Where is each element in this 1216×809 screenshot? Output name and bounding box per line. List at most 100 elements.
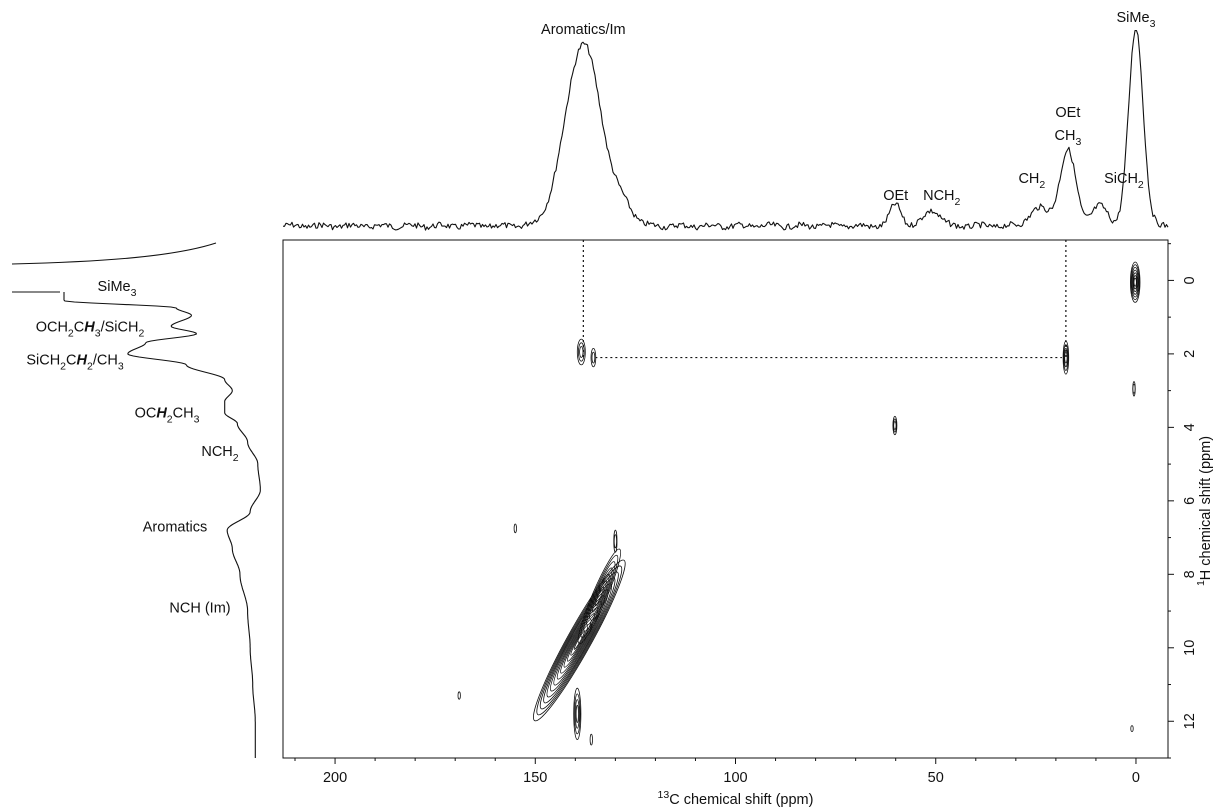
label-oet-ch3-a-part: OEt — [1055, 105, 1080, 121]
contour-level-2 — [893, 421, 897, 430]
contour-level-0 — [892, 415, 898, 436]
proton-projection-trace — [63, 292, 261, 758]
label-sich2-part: 2 — [1138, 179, 1144, 191]
label-oet: OEt — [883, 188, 908, 204]
x-tick-label: 150 — [523, 770, 547, 786]
label-och2ch3-part: 2 — [167, 414, 173, 426]
x-axis-title-sup: 13 — [658, 789, 670, 801]
label-nch-im: NCH (Im) — [169, 600, 230, 616]
cross-peak-5 — [1062, 340, 1070, 375]
x-tick-label: 100 — [723, 770, 747, 786]
contour-level-1 — [536, 565, 623, 716]
contour-level-0 — [576, 338, 586, 366]
y-tick-label: 12 — [1182, 713, 1198, 729]
contour-level-3 — [586, 567, 613, 626]
cross-peak-9 — [513, 523, 517, 534]
contour-level-1 — [613, 534, 618, 549]
label-och2ch3-sich2: OCH2CH3/SiCH2 — [36, 319, 145, 339]
label-och2ch3-sich2-part: C — [74, 319, 84, 335]
contour-level-1 — [1132, 383, 1136, 394]
label-sich2ch2-ch3-part: 2 — [87, 361, 93, 373]
plot-frame — [282, 239, 1169, 759]
label-nch-im-part: NCH (Im) — [169, 600, 230, 616]
contour-level-0 — [533, 559, 626, 722]
label-oet-ch3-b-part: 3 — [1075, 136, 1081, 148]
contour-level-2 — [574, 699, 580, 729]
label-aromatics-im: Aromatics/Im — [541, 22, 626, 38]
y-axis-title-text: H chemical shift (ppm) — [1198, 436, 1214, 580]
contour-level-1 — [1063, 344, 1069, 371]
label-ch2-part: 2 — [1039, 179, 1045, 191]
contour-level-5 — [591, 580, 607, 613]
contour-level-0 — [577, 548, 622, 645]
contour-level-4 — [589, 573, 610, 619]
label-aromatics-part: Aromatics — [143, 520, 207, 536]
label-nch2-left-part: NCH — [201, 444, 232, 460]
label-ch2: CH2 — [1018, 171, 1045, 191]
label-sich2ch2-ch3: SiCH2CH2/CH3 — [26, 353, 123, 373]
label-och2ch3-part: CH — [173, 406, 194, 422]
contour-level-2 — [539, 571, 619, 710]
contour-level-11 — [570, 625, 589, 656]
label-oet-ch3-a: OEt — [1055, 105, 1080, 121]
contour-level-1 — [1130, 264, 1140, 301]
cross-peak-0 — [533, 559, 626, 722]
label-sime3-top-part: 3 — [1150, 18, 1156, 30]
contour-level-0 — [573, 687, 582, 741]
y-tick-label: 4 — [1182, 423, 1198, 431]
label-sich2ch2-ch3-part: 2 — [60, 361, 66, 373]
cross-peak-11 — [457, 691, 461, 700]
label-och2ch3-sich2-part: /SiCH — [101, 319, 139, 335]
y-axis: 0 2 4 6 8 10 12 1H chemical shift (ppm) — [1168, 243, 1214, 759]
label-ch2-part: CH — [1018, 171, 1039, 187]
carbon-projection-trace — [282, 30, 1169, 231]
label-nch2-left-part: 2 — [233, 452, 239, 464]
contour-level-0 — [513, 523, 517, 534]
label-oet-ch3-b-part: CH — [1054, 128, 1075, 144]
label-nch2-part: NCH — [923, 188, 954, 204]
contour-level-0 — [1130, 725, 1134, 732]
contour-level-4 — [1132, 272, 1138, 293]
label-sich2-part: SiCH — [1104, 171, 1138, 187]
cross-peak-4 — [590, 347, 597, 368]
contour-peaks — [457, 261, 1141, 746]
label-sich2ch2-ch3-part: SiCH — [26, 353, 60, 369]
label-sime3-left-part: 3 — [131, 287, 137, 299]
label-nch2-part: 2 — [955, 196, 961, 208]
contour-level-3 — [1131, 269, 1139, 295]
x-axis: 200 150 100 50 0 13C chemical shift (ppm) — [294, 758, 1140, 808]
y-tick-label: 0 — [1182, 276, 1198, 284]
label-och2ch3-part: 3 — [194, 414, 200, 426]
proton-projection-spectrum — [11, 242, 261, 758]
y-tick-label: 8 — [1182, 570, 1198, 578]
contour-level-10 — [567, 619, 592, 662]
label-och2ch3-part: OC — [135, 406, 157, 422]
label-nch2: NCH2 — [923, 188, 960, 208]
contour-level-3 — [1064, 351, 1068, 364]
label-sich2ch2-ch3-part: H — [77, 353, 88, 369]
cross-peak-12 — [1130, 725, 1134, 732]
label-och2ch3-part: H — [156, 406, 167, 422]
label-oet-part: OEt — [883, 188, 908, 204]
cross-peak-8 — [1132, 381, 1136, 397]
label-sime3-left: SiMe3 — [98, 279, 137, 299]
cross-peak-7 — [1129, 261, 1141, 303]
label-och2ch3-sich2-part: H — [84, 319, 95, 335]
y-tick-label: 10 — [1182, 640, 1198, 656]
y-tick-label: 6 — [1182, 497, 1198, 505]
label-och2ch3-sich2-part: 3 — [95, 327, 101, 339]
correlation-lines — [582, 240, 1067, 359]
contour-level-0 — [1129, 261, 1141, 303]
y-tick-label: 2 — [1182, 350, 1198, 358]
contour-level-2 — [1131, 267, 1140, 298]
label-och2ch3-sich2-part: 2 — [138, 327, 144, 339]
contour-level-3 — [575, 704, 579, 723]
cross-peak-6 — [892, 415, 898, 436]
y-axis-title-sup: 1 — [1195, 580, 1207, 586]
contour-level-6 — [594, 586, 605, 607]
label-oet-ch3-b: CH3 — [1054, 128, 1081, 148]
label-och2ch3: OCH2CH3 — [135, 406, 200, 426]
contour-level-1 — [580, 554, 619, 638]
